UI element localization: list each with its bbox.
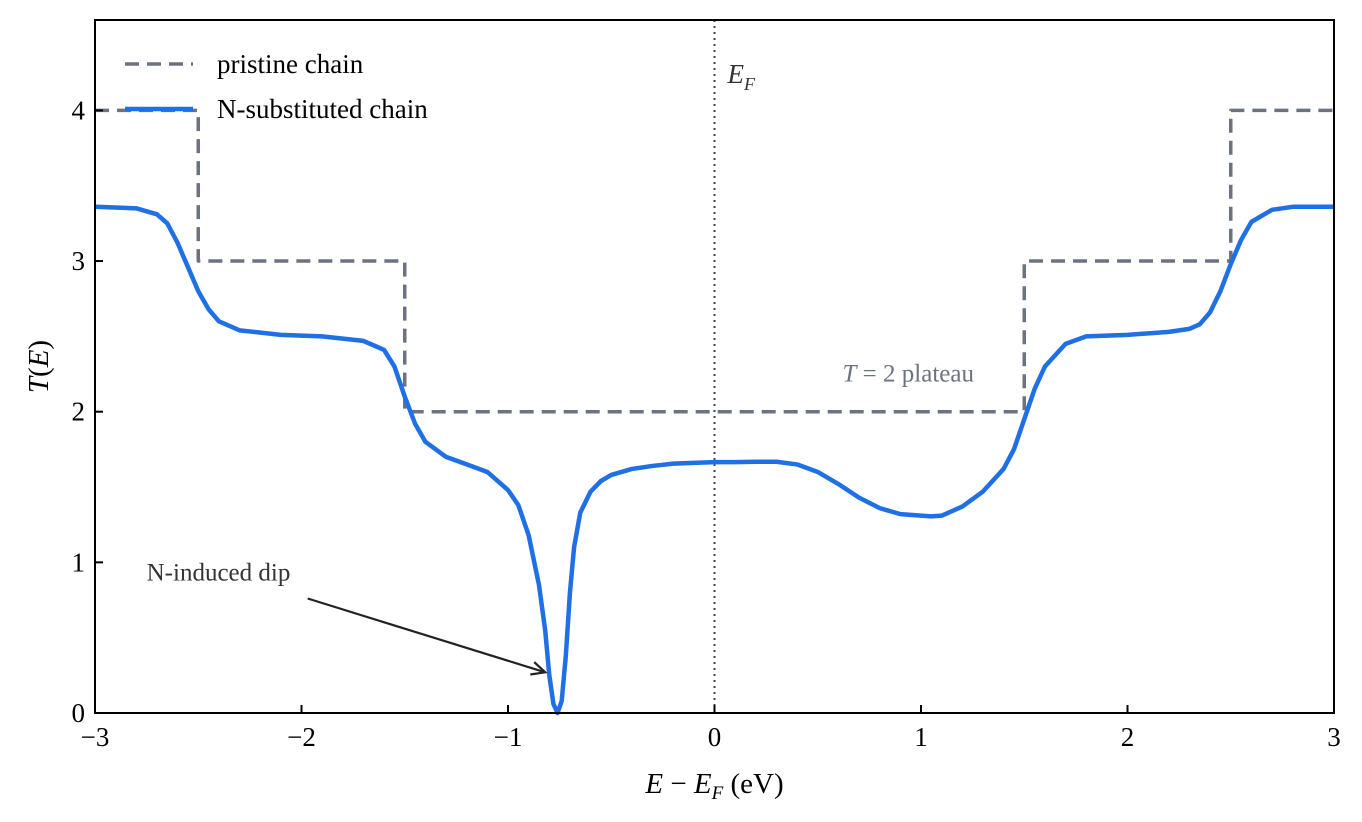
x-tick-label: 0 — [708, 722, 722, 752]
annotation-dip: N-induced dip — [147, 559, 548, 676]
series-layer — [94, 108, 1334, 716]
x-tick-label: 3 — [1327, 722, 1341, 752]
y-tick-label: 3 — [72, 246, 86, 276]
annotation-plateau: T = 2 plateau — [843, 361, 975, 388]
fermi-level-label: EF — [727, 59, 757, 94]
y-tick-label: 0 — [72, 698, 86, 728]
y-tick-label: 1 — [72, 547, 86, 577]
dip-arrow-line — [307, 597, 546, 674]
x-tick-label: 1 — [914, 722, 928, 752]
legend-label-pristine: pristine chain — [217, 49, 364, 79]
x-tick-label: 2 — [1121, 722, 1135, 752]
legend: pristine chain N-substituted chain — [125, 49, 428, 124]
y-axis-label: T(E) — [23, 340, 55, 393]
y-tick-label: 4 — [72, 95, 86, 125]
series-line-n-substituted — [94, 204, 1334, 716]
x-axis-label: E − EF (eV) — [644, 768, 783, 804]
x-tick-label: −2 — [287, 722, 316, 752]
x-tick-label: −3 — [81, 722, 110, 752]
y-tick-label: 2 — [72, 397, 86, 427]
legend-label-n-substituted: N-substituted chain — [217, 94, 428, 124]
series-line-pristine — [95, 108, 1334, 414]
dip-arrowhead — [530, 661, 548, 676]
ticks-layer: −3 −2 −1 0 1 2 3 0 1 2 3 4 — [72, 95, 1341, 752]
dip-label: N-induced dip — [147, 559, 291, 586]
plateau-label: T = 2 plateau — [843, 361, 975, 388]
plot-area: −3 −2 −1 0 1 2 3 0 1 2 3 4 — [72, 19, 1341, 752]
x-tick-label: −1 — [494, 722, 523, 752]
